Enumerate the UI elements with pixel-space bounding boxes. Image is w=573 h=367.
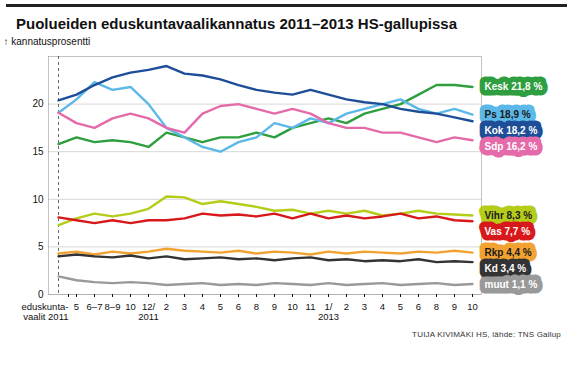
svg-text:Ps 18,9 %: Ps 18,9 % [485,109,531,120]
svg-text:8: 8 [434,301,439,312]
svg-text:9: 9 [272,301,277,312]
svg-text:12/2011: 12/2011 [138,301,158,322]
html-text:TUIJA KIVIMÄKI HS, lähde: TNS: TUIJA KIVIMÄKI HS, lähde: TNS Gallup [412,330,561,339]
svg-text:Kesk 21,8 %: Kesk 21,8 % [485,81,543,92]
svg-text:5: 5 [74,301,79,312]
svg-text:1/2013: 1/2013 [318,301,339,322]
svg-text:10: 10 [467,301,478,312]
svg-text:0: 0 [38,289,44,300]
svg-text:9: 9 [452,301,457,312]
svg-text:6: 6 [236,301,241,312]
svg-text:8–9: 8–9 [105,301,121,312]
svg-text:6: 6 [416,301,421,312]
svg-text:5: 5 [218,301,223,312]
svg-text:20: 20 [32,98,44,109]
svg-text:8: 8 [254,301,259,312]
svg-text:Sdp 16,2 %: Sdp 16,2 % [485,141,538,152]
svg-text:Kok 18,2 %: Kok 18,2 % [485,125,538,136]
svg-text:↑ kannatusprosentti: ↑ kannatusprosentti [4,36,91,47]
svg-text:muut 1,1 %: muut 1,1 % [485,279,538,290]
svg-text:10: 10 [125,301,136,312]
svg-text:2: 2 [344,301,349,312]
svg-text:Rkp 4,4 %: Rkp 4,4 % [485,247,532,258]
svg-text:Kd 3,4 %: Kd 3,4 % [485,263,527,274]
svg-text:Vas 7,7 %: Vas 7,7 % [485,226,531,237]
svg-text:5: 5 [398,301,403,312]
svg-text:eduskunta-vaalit 2011: eduskunta-vaalit 2011 [21,301,68,322]
svg-text:5: 5 [38,241,44,252]
svg-text:3: 3 [182,301,187,312]
svg-text:10: 10 [32,194,44,205]
svg-text:3: 3 [362,301,367,312]
svg-text:4: 4 [200,301,205,312]
svg-text:4: 4 [380,301,385,312]
svg-text:15: 15 [32,146,44,157]
svg-text:10: 10 [287,301,298,312]
svg-text:Vihr 8,3 %: Vihr 8,3 % [485,210,533,221]
svg-text:2: 2 [164,301,169,312]
svg-text:11: 11 [306,301,316,312]
html-text:Puolueiden eduskuntavaalikanna: Puolueiden eduskuntavaalikannatus 2011–2… [16,15,457,32]
svg-text:6–7: 6–7 [87,301,103,312]
